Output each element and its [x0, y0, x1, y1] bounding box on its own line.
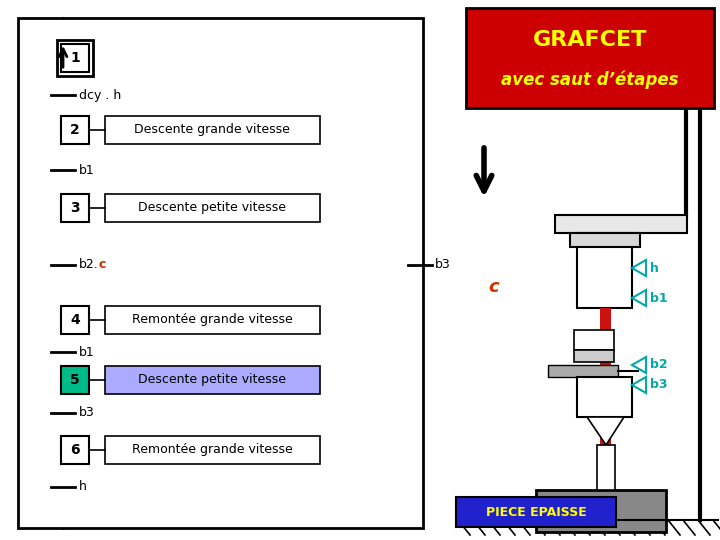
Bar — [105, 366, 320, 394]
Text: 6: 6 — [70, 443, 80, 457]
Bar — [57, 40, 93, 76]
Polygon shape — [632, 290, 646, 306]
Bar — [105, 194, 320, 222]
Text: c: c — [489, 278, 499, 296]
Text: Descente petite vitesse: Descente petite vitesse — [138, 374, 286, 387]
Text: Descente grande vitesse: Descente grande vitesse — [134, 124, 290, 137]
Text: b2: b2 — [650, 359, 667, 372]
Bar — [600, 308, 611, 483]
Text: 3: 3 — [70, 201, 80, 215]
Text: b1: b1 — [79, 164, 95, 177]
Text: Descente petite vitesse: Descente petite vitesse — [138, 201, 286, 214]
Text: b3: b3 — [435, 259, 451, 272]
Text: h: h — [650, 261, 659, 274]
Bar — [105, 306, 320, 334]
Polygon shape — [632, 260, 646, 276]
Bar — [466, 8, 714, 108]
Bar — [105, 436, 320, 464]
Bar — [577, 377, 632, 417]
Text: Remontée grande vitesse: Remontée grande vitesse — [132, 443, 292, 456]
Bar — [548, 365, 618, 377]
Text: b1: b1 — [79, 346, 95, 359]
Bar — [61, 116, 89, 144]
Bar — [61, 44, 89, 72]
Polygon shape — [632, 357, 646, 373]
Text: 5: 5 — [70, 373, 80, 387]
Bar — [456, 497, 616, 527]
Bar — [555, 215, 687, 233]
Polygon shape — [587, 417, 624, 445]
Text: avec saut d’étapes: avec saut d’étapes — [501, 71, 679, 89]
Text: b3: b3 — [650, 379, 667, 392]
Text: b1: b1 — [650, 292, 667, 305]
Bar — [61, 436, 89, 464]
Bar — [61, 306, 89, 334]
Text: GRAFCET: GRAFCET — [533, 30, 647, 50]
Bar — [597, 445, 615, 490]
Text: b2.: b2. — [79, 259, 99, 272]
Bar — [577, 233, 632, 308]
Bar — [61, 366, 89, 394]
Bar — [18, 18, 423, 528]
Polygon shape — [632, 377, 646, 393]
Text: PIECE EPAISSE: PIECE EPAISSE — [485, 505, 586, 518]
Bar — [105, 116, 320, 144]
Text: b3: b3 — [79, 407, 95, 420]
Bar — [61, 194, 89, 222]
Text: h: h — [79, 481, 87, 494]
Bar — [574, 350, 614, 362]
Bar — [574, 330, 614, 350]
Bar — [570, 233, 640, 247]
Text: c: c — [99, 259, 106, 272]
Text: 2: 2 — [70, 123, 80, 137]
Text: 4: 4 — [70, 313, 80, 327]
Text: Remontée grande vitesse: Remontée grande vitesse — [132, 314, 292, 327]
Bar — [536, 490, 666, 532]
Text: dcy . h: dcy . h — [79, 89, 121, 102]
Text: 1: 1 — [70, 51, 80, 65]
